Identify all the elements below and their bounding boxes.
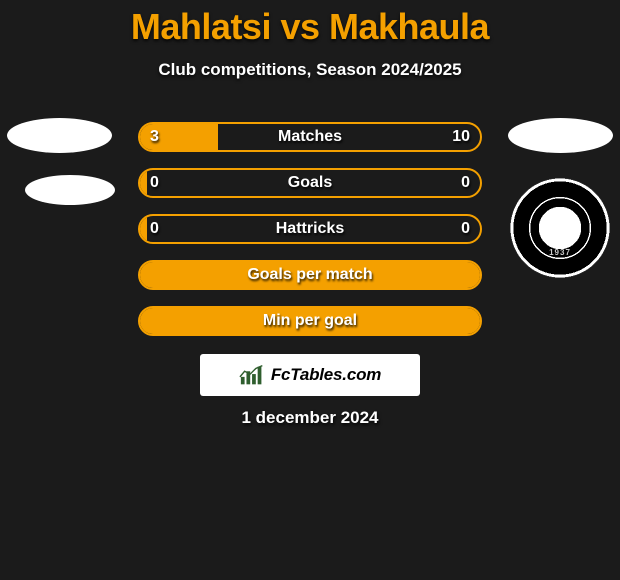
stat-row-min-per-goal: Min per goal (138, 306, 482, 336)
fctables-label: FcTables.com (271, 365, 381, 385)
stat-label: Goals (140, 170, 480, 196)
stat-row-matches: 3 Matches 10 (138, 122, 482, 152)
stat-label: Hattricks (140, 216, 480, 242)
fctables-watermark: FcTables.com (200, 354, 420, 396)
player-left-photo-placeholder (7, 118, 112, 153)
stat-row-goals: 0 Goals 0 (138, 168, 482, 198)
stat-rows: 3 Matches 10 0 Goals 0 0 Hattricks 0 Goa… (138, 122, 482, 352)
stat-row-hattricks: 0 Hattricks 0 (138, 214, 482, 244)
stat-right-value: 0 (461, 216, 470, 242)
player-right-club-badge (510, 178, 610, 278)
stat-right-value: 10 (452, 124, 470, 150)
player-left-club-placeholder (25, 175, 115, 205)
stat-label: Matches (140, 124, 480, 150)
stat-label: Goals per match (140, 262, 480, 288)
player-right-photo-placeholder (508, 118, 613, 153)
generated-date: 1 december 2024 (0, 408, 620, 428)
bar-chart-icon (239, 363, 267, 387)
page-subtitle: Club competitions, Season 2024/2025 (0, 60, 620, 80)
stat-row-goals-per-match: Goals per match (138, 260, 482, 290)
stat-right-value: 0 (461, 170, 470, 196)
page-title: Mahlatsi vs Makhaula (0, 0, 620, 48)
stat-label: Min per goal (140, 308, 480, 334)
